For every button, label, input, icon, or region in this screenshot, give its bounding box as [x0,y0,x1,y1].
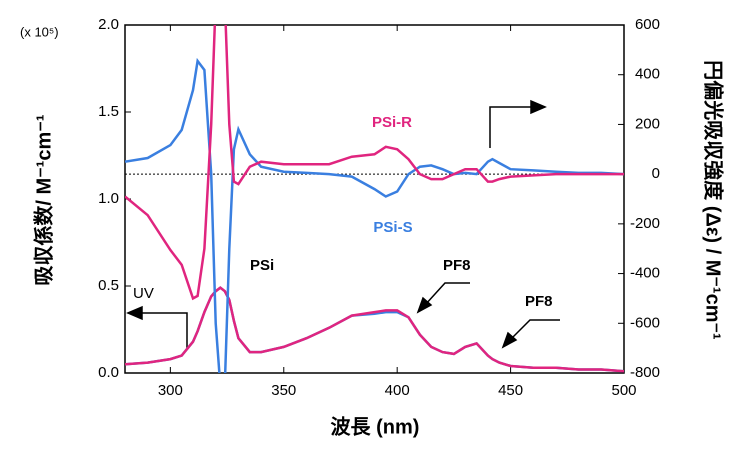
x-tick-label: 300 [158,382,183,399]
y2-tick-label: -800 [630,364,660,381]
y2-tick-label: 400 [635,66,660,83]
arrow-uv [140,312,188,350]
annotation: UV [133,285,154,302]
y2-tick-label: -200 [630,215,660,232]
arrows [126,99,560,350]
arrow-pf8 [509,319,560,341]
y2-tick-label: -600 [630,314,660,331]
y2-tick-label: 200 [635,115,660,132]
y2-axis-label: 円偏光吸収強度 (Δε) / M⁻¹cm⁻¹ [702,60,726,340]
y2-tick-label: -400 [630,265,660,282]
x-tick-label: 350 [271,382,296,399]
y2-tick-label: 600 [635,16,660,33]
arrow-pf8 [424,282,470,306]
y-tick-label: 2.0 [98,16,119,33]
y-tick-label: 1.0 [98,190,119,207]
series-line [125,25,624,301]
x-tick-label: 450 [498,382,523,399]
plot-lines [125,25,624,373]
arrow-head [126,305,143,321]
x-tick-label: 500 [611,382,636,399]
annotation: PSi [250,257,274,274]
y-axis-label: 吸収係数/ M⁻¹cm⁻¹ [31,114,55,285]
series-label: PSi-R [372,114,412,131]
arrow-head [416,296,433,314]
series-label: PSi-S [373,219,412,236]
plot-frame [124,24,625,374]
arrow-cd [489,106,532,148]
series-line [125,286,624,373]
x-axis-label: 波長 (nm) [331,415,420,438]
arrow-head [530,99,547,115]
arrow-head [501,331,518,349]
x-tick-label: 400 [385,382,410,399]
y-multiplier: (x 10⁵) [20,24,59,39]
annotation: PF8 [443,257,471,274]
annotation: PF8 [525,293,553,310]
y-tick-label: 1.5 [98,103,119,120]
series-line [125,57,624,373]
y2-tick-label: 0 [652,165,660,182]
y-tick-label: 0.5 [98,277,119,294]
y-tick-label: 0.0 [98,364,119,381]
